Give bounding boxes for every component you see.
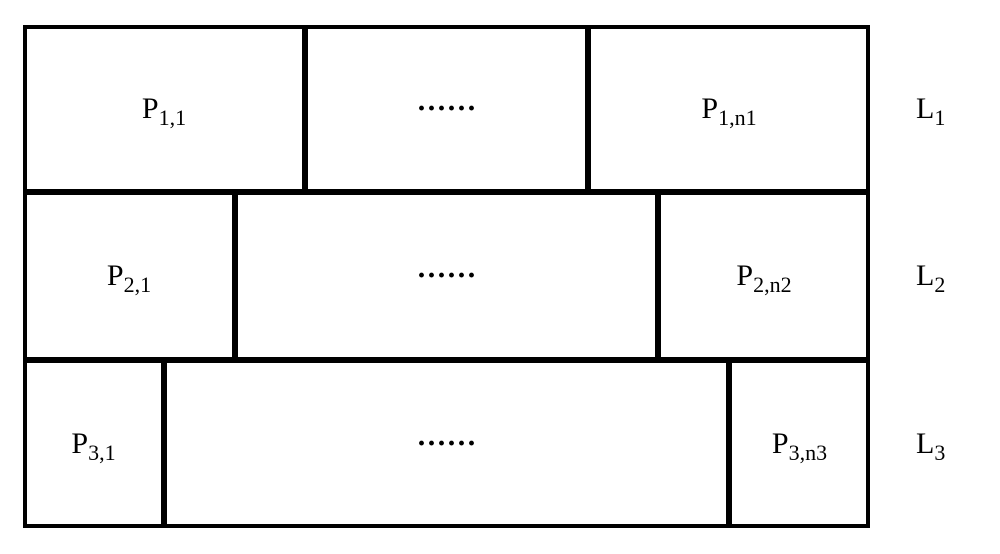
ellipsis: ······: [416, 427, 476, 461]
table-cell: ······: [235, 192, 658, 360]
cell-label: P3,n3: [772, 427, 827, 461]
cell-label-sub: 2,n2: [753, 272, 792, 297]
table-cell: P3,1: [23, 360, 164, 528]
row-label-text: L2: [916, 259, 945, 293]
row-label-base: L: [916, 427, 934, 460]
table-cell: ······: [305, 25, 588, 192]
cell-label-base: P: [701, 92, 718, 125]
cell-label-base: P: [142, 92, 159, 125]
row-label: L1: [916, 25, 986, 192]
cell-label: P2,n2: [736, 259, 791, 293]
table-cell: P2,n2: [658, 192, 870, 360]
cell-label-sub: 3,1: [88, 440, 116, 465]
cell-label-sub: 3,n3: [789, 440, 828, 465]
table-cell: P1,1: [23, 25, 305, 192]
ellipsis: ······: [416, 259, 476, 293]
cell-label-sub: 2,1: [124, 272, 152, 297]
cell-label-base: P: [772, 427, 789, 460]
table-cell: ······: [164, 360, 729, 528]
cell-label-sub: 1,n1: [718, 105, 757, 130]
cell-label: P1,1: [142, 92, 186, 126]
row-label-sub: 3: [934, 440, 945, 465]
row-label-text: L1: [916, 92, 945, 126]
cell-label: P2,1: [107, 259, 151, 293]
cell-label-base: P: [71, 427, 88, 460]
row-label-sub: 1: [934, 105, 945, 130]
diagram-stage: P1,1······P1,n1P2,1······P2,n2P3,1······…: [0, 0, 1000, 554]
row-label-base: L: [916, 92, 934, 125]
row-label-sub: 2: [934, 272, 945, 297]
table-cell: P2,1: [23, 192, 235, 360]
row-label-base: L: [916, 259, 934, 292]
ellipsis: ······: [416, 92, 476, 126]
cell-label-sub: 1,1: [159, 105, 187, 130]
cell-label: P3,1: [71, 427, 115, 461]
table-cell: P3,n3: [729, 360, 870, 528]
row-label: L3: [916, 360, 986, 528]
row-label: L2: [916, 192, 986, 360]
table-cell: P1,n1: [588, 25, 870, 192]
cell-label: P1,n1: [701, 92, 756, 126]
row-label-text: L3: [916, 427, 945, 461]
cell-label-base: P: [107, 259, 124, 292]
cell-label-base: P: [736, 259, 753, 292]
